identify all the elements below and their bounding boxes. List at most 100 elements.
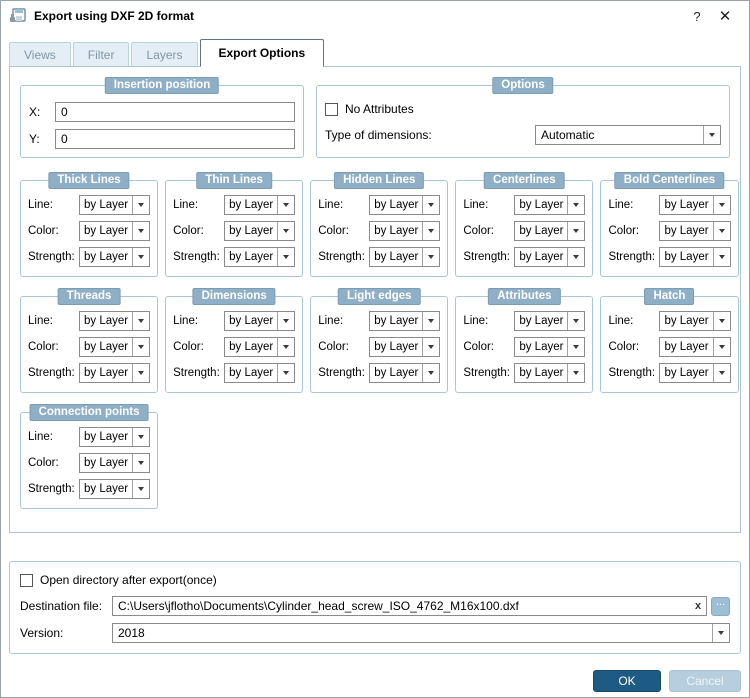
line-style-group-dimensions: Dimensions Line: by Layer Color: by Laye… — [165, 288, 304, 393]
line-label: Line: — [28, 431, 53, 443]
no-attributes-checkbox[interactable] — [325, 102, 338, 116]
strength-select[interactable]: by Layer — [224, 247, 296, 267]
line-label: Line: — [28, 199, 53, 211]
chevron-down-icon — [422, 312, 439, 330]
chevron-down-icon — [132, 222, 149, 240]
color-value: by Layer — [519, 341, 564, 353]
chevron-down-icon — [567, 248, 584, 266]
chevron-down-icon — [712, 248, 730, 266]
color-select[interactable]: by Layer — [224, 337, 296, 357]
open-directory-checkbox[interactable] — [20, 573, 33, 587]
clear-icon[interactable]: x — [694, 600, 702, 612]
color-select[interactable]: by Layer — [79, 221, 151, 241]
line-label: Line: — [608, 199, 634, 211]
strength-value: by Layer — [374, 251, 419, 263]
chevron-down-icon — [277, 196, 294, 214]
color-select[interactable]: by Layer — [79, 337, 151, 357]
strength-select[interactable]: by Layer — [79, 247, 151, 267]
strength-select[interactable]: by Layer — [514, 247, 586, 267]
color-value: by Layer — [664, 341, 709, 353]
help-icon[interactable]: ? — [693, 8, 701, 24]
color-label: Color: — [173, 225, 204, 237]
color-value: by Layer — [229, 225, 274, 237]
strength-value: by Layer — [519, 367, 564, 379]
line-value: by Layer — [229, 315, 274, 327]
color-select[interactable]: by Layer — [659, 221, 731, 241]
line-label: Line: — [463, 315, 489, 327]
strength-select[interactable]: by Layer — [79, 363, 151, 383]
color-label: Color: — [463, 225, 495, 237]
strength-select[interactable]: by Layer — [514, 363, 586, 383]
export-dxf-icon — [10, 8, 26, 22]
color-select[interactable]: by Layer — [224, 221, 296, 241]
tab-export-options[interactable]: Export Options — [199, 39, 325, 67]
tab-filter[interactable]: Filter — [72, 42, 130, 66]
line-select[interactable]: by Layer — [514, 311, 586, 331]
line-style-group-hatch: Hatch Line: by Layer Color: by Layer Str… — [600, 288, 739, 393]
type-of-dimensions-select[interactable]: Automatic — [535, 125, 721, 145]
strength-label: Strength: — [463, 251, 510, 263]
line-select[interactable]: by Layer — [369, 195, 441, 215]
line-style-group-connection-points: Connection points Line: by Layer Color: … — [20, 404, 159, 509]
open-directory-label: Open directory after export(once) — [40, 573, 217, 587]
chevron-down-icon — [712, 624, 729, 642]
line-select[interactable]: by Layer — [224, 195, 296, 215]
color-select[interactable]: by Layer — [514, 221, 586, 241]
chevron-down-icon — [567, 196, 584, 214]
line-select[interactable]: by Layer — [224, 311, 296, 331]
export-options-panel: Insertion position X: Y: Options No Attr… — [9, 66, 741, 533]
destination-file-input[interactable] — [113, 597, 690, 615]
chevron-down-icon — [132, 364, 149, 382]
line-style-group-title: Thick Lines — [48, 172, 130, 189]
color-value: by Layer — [84, 225, 129, 237]
strength-select[interactable]: by Layer — [369, 363, 441, 383]
color-value: by Layer — [519, 225, 564, 237]
color-select[interactable]: by Layer — [79, 453, 151, 473]
line-label: Line: — [28, 315, 53, 327]
chevron-down-icon — [567, 222, 584, 240]
line-select[interactable]: by Layer — [79, 311, 151, 331]
color-value: by Layer — [84, 341, 129, 353]
color-label: Color: — [608, 225, 640, 237]
color-label: Color: — [608, 341, 640, 353]
color-select[interactable]: by Layer — [514, 337, 586, 357]
line-value: by Layer — [519, 199, 564, 211]
y-input[interactable] — [55, 129, 295, 149]
ok-button[interactable]: OK — [593, 670, 661, 692]
line-style-group-bold-centerlines: Bold Centerlines Line: by Layer Color: b… — [600, 172, 739, 277]
line-value: by Layer — [84, 199, 129, 211]
chevron-down-icon — [422, 248, 439, 266]
strength-select[interactable]: by Layer — [79, 479, 151, 499]
color-select[interactable]: by Layer — [369, 221, 441, 241]
browse-button[interactable]: ... — [711, 596, 730, 616]
line-select[interactable]: by Layer — [79, 427, 151, 447]
color-select[interactable]: by Layer — [369, 337, 441, 357]
line-select[interactable]: by Layer — [659, 311, 731, 331]
line-value: by Layer — [229, 199, 274, 211]
line-label: Line: — [173, 315, 199, 327]
line-select[interactable]: by Layer — [659, 195, 731, 215]
chevron-down-icon — [422, 196, 439, 214]
line-select[interactable]: by Layer — [514, 195, 586, 215]
color-label: Color: — [28, 225, 59, 237]
cancel-button[interactable]: Cancel — [669, 670, 741, 692]
chevron-down-icon — [567, 338, 584, 356]
x-input[interactable] — [55, 102, 295, 122]
tab-views[interactable]: Views — [9, 42, 71, 66]
color-value: by Layer — [229, 341, 274, 353]
line-style-group-title: Hatch — [644, 288, 695, 305]
line-style-group-title: Threads — [57, 288, 121, 305]
strength-select[interactable]: by Layer — [369, 247, 441, 267]
line-label: Line: — [608, 315, 634, 327]
color-select[interactable]: by Layer — [659, 337, 731, 357]
line-value: by Layer — [374, 199, 419, 211]
close-icon[interactable]: ✕ — [718, 8, 732, 25]
strength-select[interactable]: by Layer — [659, 363, 731, 383]
tab-layers[interactable]: Layers — [131, 42, 198, 66]
line-select[interactable]: by Layer — [79, 195, 151, 215]
strength-select[interactable]: by Layer — [224, 363, 296, 383]
line-style-group-title: Hidden Lines — [334, 172, 425, 189]
line-select[interactable]: by Layer — [369, 311, 441, 331]
strength-select[interactable]: by Layer — [659, 247, 731, 267]
version-select[interactable]: 2018 — [112, 623, 730, 643]
